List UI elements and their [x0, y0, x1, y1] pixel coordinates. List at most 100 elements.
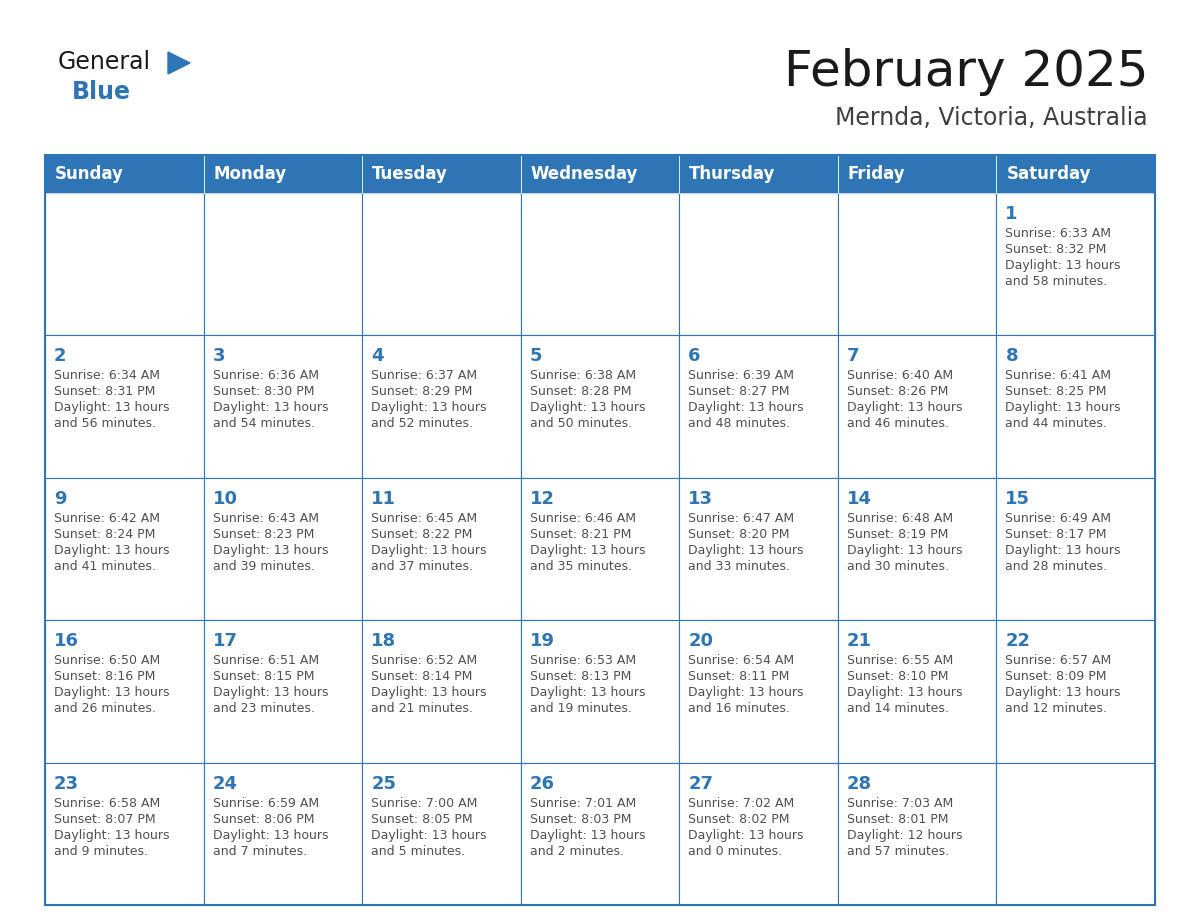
Bar: [680, 621, 838, 763]
Text: Daylight: 13 hours: Daylight: 13 hours: [53, 543, 170, 557]
Text: Friday: Friday: [848, 165, 905, 183]
Text: Sunset: 8:23 PM: Sunset: 8:23 PM: [213, 528, 314, 541]
Text: and 57 minutes.: and 57 minutes.: [847, 845, 949, 857]
Text: Sunset: 8:22 PM: Sunset: 8:22 PM: [371, 528, 473, 541]
Text: Sunrise: 6:37 AM: Sunrise: 6:37 AM: [371, 369, 478, 383]
Text: 23: 23: [53, 775, 78, 792]
Text: Sunrise: 6:54 AM: Sunrise: 6:54 AM: [688, 655, 795, 667]
Text: and 23 minutes.: and 23 minutes.: [213, 702, 315, 715]
Bar: [45, 155, 203, 193]
Text: Blue: Blue: [72, 80, 131, 104]
Text: 17: 17: [213, 633, 238, 650]
Text: and 9 minutes.: and 9 minutes.: [53, 845, 148, 857]
Text: Daylight: 12 hours: Daylight: 12 hours: [847, 829, 962, 842]
Text: Saturday: Saturday: [1006, 165, 1091, 183]
Bar: [362, 621, 520, 763]
Text: 7: 7: [847, 347, 859, 365]
Text: Daylight: 13 hours: Daylight: 13 hours: [213, 686, 328, 700]
Text: and 28 minutes.: and 28 minutes.: [1005, 560, 1107, 573]
Bar: [45, 763, 203, 905]
Text: and 35 minutes.: and 35 minutes.: [530, 560, 632, 573]
Text: Daylight: 13 hours: Daylight: 13 hours: [53, 829, 170, 842]
Text: Sunrise: 6:57 AM: Sunrise: 6:57 AM: [1005, 655, 1112, 667]
Bar: [680, 335, 838, 477]
Text: and 21 minutes.: and 21 minutes.: [371, 702, 473, 715]
Text: and 5 minutes.: and 5 minutes.: [371, 845, 466, 857]
Text: and 52 minutes.: and 52 minutes.: [371, 418, 473, 431]
Bar: [45, 621, 203, 763]
Bar: [997, 193, 1155, 335]
Text: Daylight: 13 hours: Daylight: 13 hours: [688, 829, 804, 842]
Text: Sunrise: 6:50 AM: Sunrise: 6:50 AM: [53, 655, 160, 667]
Text: Sunrise: 6:52 AM: Sunrise: 6:52 AM: [371, 655, 478, 667]
Text: Sunrise: 7:03 AM: Sunrise: 7:03 AM: [847, 797, 953, 810]
Text: Sunrise: 6:33 AM: Sunrise: 6:33 AM: [1005, 227, 1112, 240]
Text: Sunset: 8:20 PM: Sunset: 8:20 PM: [688, 528, 790, 541]
Text: and 26 minutes.: and 26 minutes.: [53, 702, 156, 715]
Text: 5: 5: [530, 347, 542, 365]
Text: Sunrise: 6:34 AM: Sunrise: 6:34 AM: [53, 369, 160, 383]
Text: Daylight: 13 hours: Daylight: 13 hours: [213, 543, 328, 557]
Text: Sunrise: 6:55 AM: Sunrise: 6:55 AM: [847, 655, 953, 667]
Bar: [203, 763, 362, 905]
Text: Sunrise: 6:49 AM: Sunrise: 6:49 AM: [1005, 512, 1112, 525]
Text: 13: 13: [688, 490, 713, 508]
Text: 11: 11: [371, 490, 396, 508]
Text: Sunset: 8:24 PM: Sunset: 8:24 PM: [53, 528, 156, 541]
Bar: [45, 335, 203, 477]
Text: Daylight: 13 hours: Daylight: 13 hours: [530, 401, 645, 414]
Text: Daylight: 13 hours: Daylight: 13 hours: [371, 401, 487, 414]
Text: Daylight: 13 hours: Daylight: 13 hours: [530, 686, 645, 700]
Text: Sunset: 8:16 PM: Sunset: 8:16 PM: [53, 670, 156, 683]
Text: Sunset: 8:03 PM: Sunset: 8:03 PM: [530, 812, 631, 825]
Bar: [520, 155, 680, 193]
Bar: [997, 763, 1155, 905]
Text: Sunset: 8:15 PM: Sunset: 8:15 PM: [213, 670, 314, 683]
Text: Daylight: 13 hours: Daylight: 13 hours: [213, 401, 328, 414]
Text: 15: 15: [1005, 490, 1030, 508]
Text: and 30 minutes.: and 30 minutes.: [847, 560, 949, 573]
Text: Sunrise: 6:43 AM: Sunrise: 6:43 AM: [213, 512, 318, 525]
Text: Tuesday: Tuesday: [372, 165, 448, 183]
Text: Daylight: 13 hours: Daylight: 13 hours: [1005, 259, 1121, 272]
Text: Sunrise: 7:02 AM: Sunrise: 7:02 AM: [688, 797, 795, 810]
Text: Sunset: 8:25 PM: Sunset: 8:25 PM: [1005, 386, 1107, 398]
Text: Daylight: 13 hours: Daylight: 13 hours: [847, 686, 962, 700]
Text: and 50 minutes.: and 50 minutes.: [530, 418, 632, 431]
Bar: [838, 193, 997, 335]
Text: Daylight: 13 hours: Daylight: 13 hours: [847, 401, 962, 414]
Text: Sunrise: 6:53 AM: Sunrise: 6:53 AM: [530, 655, 636, 667]
Text: Daylight: 13 hours: Daylight: 13 hours: [371, 829, 487, 842]
Text: Daylight: 13 hours: Daylight: 13 hours: [688, 401, 804, 414]
Text: Sunrise: 6:58 AM: Sunrise: 6:58 AM: [53, 797, 160, 810]
Bar: [45, 477, 203, 621]
Text: and 56 minutes.: and 56 minutes.: [53, 418, 156, 431]
Text: and 54 minutes.: and 54 minutes.: [213, 418, 315, 431]
Bar: [838, 621, 997, 763]
Text: 26: 26: [530, 775, 555, 792]
Text: Daylight: 13 hours: Daylight: 13 hours: [53, 686, 170, 700]
Text: Sunrise: 6:51 AM: Sunrise: 6:51 AM: [213, 655, 318, 667]
Bar: [362, 763, 520, 905]
Text: 18: 18: [371, 633, 397, 650]
Text: Sunset: 8:13 PM: Sunset: 8:13 PM: [530, 670, 631, 683]
Text: Daylight: 13 hours: Daylight: 13 hours: [847, 543, 962, 557]
Bar: [680, 763, 838, 905]
Text: Daylight: 13 hours: Daylight: 13 hours: [688, 686, 804, 700]
Text: General: General: [58, 50, 151, 74]
Bar: [838, 477, 997, 621]
Text: Sunrise: 7:00 AM: Sunrise: 7:00 AM: [371, 797, 478, 810]
Text: and 41 minutes.: and 41 minutes.: [53, 560, 156, 573]
Text: 20: 20: [688, 633, 713, 650]
Bar: [520, 193, 680, 335]
Text: Daylight: 13 hours: Daylight: 13 hours: [530, 829, 645, 842]
Bar: [362, 155, 520, 193]
Text: Sunrise: 6:46 AM: Sunrise: 6:46 AM: [530, 512, 636, 525]
Bar: [45, 155, 1155, 905]
Text: 12: 12: [530, 490, 555, 508]
Text: and 14 minutes.: and 14 minutes.: [847, 702, 949, 715]
Text: Sunrise: 6:45 AM: Sunrise: 6:45 AM: [371, 512, 478, 525]
Bar: [838, 763, 997, 905]
Text: Sunrise: 6:42 AM: Sunrise: 6:42 AM: [53, 512, 160, 525]
Text: 14: 14: [847, 490, 872, 508]
